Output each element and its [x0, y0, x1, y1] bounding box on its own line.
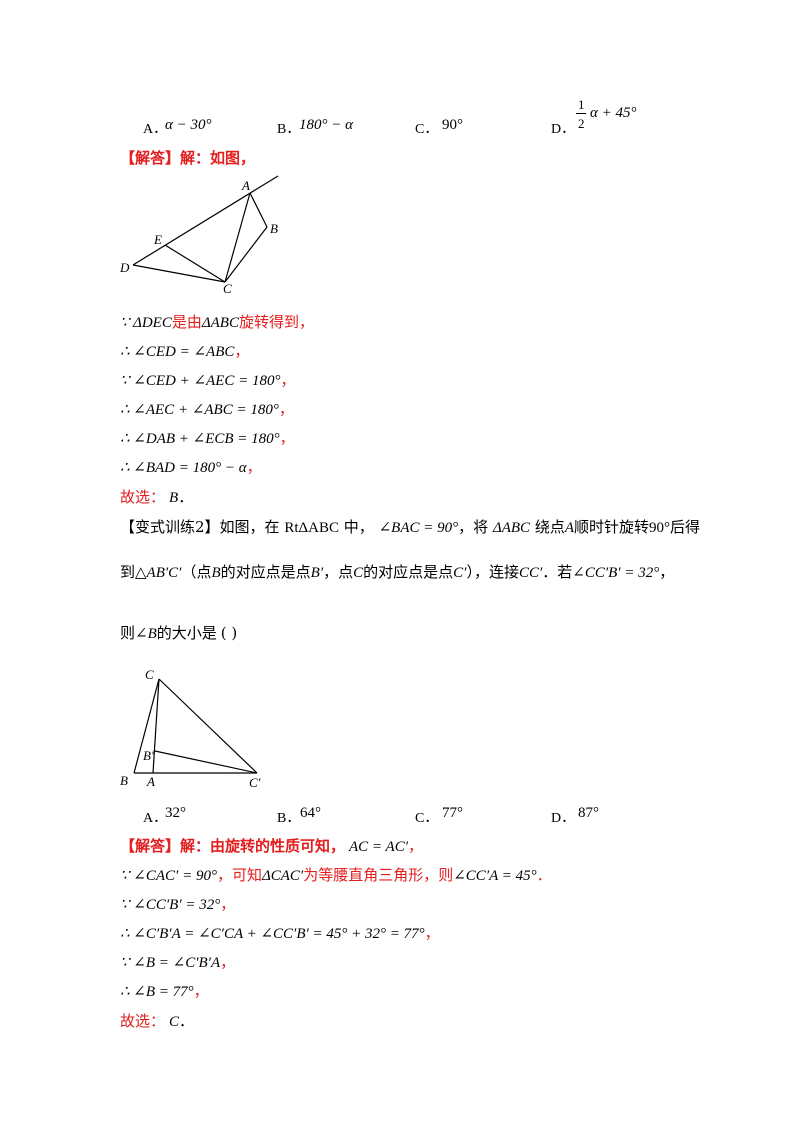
figure-2: C B′ B A C′	[120, 667, 261, 790]
q2-option-a-label: A．	[143, 811, 168, 826]
figure-1: A B C D E	[119, 175, 279, 295]
segment-ac	[224, 192, 251, 283]
sol2-line-6: ∴ ∠B = 77°，	[120, 982, 209, 1000]
sol2-line-2: ∵ ∠CAC′ = 90°，可知ΔCAC′为等腰直角三角形，则∠CC′A = 4…	[120, 866, 552, 884]
q2-line-1: 【变式训练2】如图，在 RtΔABC 中， ∠BAC = 90°，将 ΔABC …	[120, 518, 701, 536]
sol1-answer: 故选： B．	[120, 488, 194, 506]
q2-option-a-value: 32°	[165, 805, 186, 821]
q2-line-3: 则∠B的大小是( )	[120, 624, 238, 642]
q1-option-c-label: C．	[415, 122, 439, 137]
sol1-line-3: ∵ ∠CED + ∠AEC = 180°，	[120, 371, 296, 389]
sol2-line-4: ∴ ∠C′B′A = ∠C′CA + ∠CC′B′ = 45° + 32° = …	[120, 924, 440, 942]
fraction-bar	[576, 113, 586, 114]
sol2-answer: 故选： C．	[120, 1012, 195, 1030]
q1-option-d-value: α + 45°	[590, 105, 637, 121]
q2-option-d-value: 87°	[578, 805, 599, 821]
q1-option-d-frac-den: 2	[578, 116, 585, 131]
label-a: A	[241, 178, 250, 193]
sol1-line-4: ∴ ∠AEC + ∠ABC = 180°，	[120, 400, 294, 418]
line-da-extended	[132, 175, 279, 266]
segment-dc	[132, 264, 226, 283]
q2-option-d-label: D．	[551, 811, 576, 826]
sol2-header: 【解答】解：由旋转的性质可知， AC = AC′，	[120, 837, 423, 855]
segment-bc	[224, 226, 268, 283]
label-b-prime: B′	[143, 748, 154, 763]
q2-option-b-label: B．	[277, 811, 301, 826]
segment-ab	[249, 192, 268, 228]
q1-option-d-label: D．	[551, 122, 576, 137]
label-c: C	[223, 281, 232, 295]
label-b: B	[270, 221, 278, 236]
q1-option-d-frac-num: 1	[578, 97, 585, 112]
label-d: D	[119, 260, 130, 275]
sol1-line-1: ∵ ΔDEC是由ΔABC旋转得到，	[120, 313, 314, 331]
q2-option-c-label: C．	[415, 811, 439, 826]
solution1-header: 【解答】解：如图，	[120, 149, 256, 167]
sol2-line-3: ∵ ∠CC′B′ = 32°，	[120, 895, 236, 913]
segment-ec	[164, 244, 226, 283]
segment-ca	[152, 678, 160, 774]
q1-option-c-value: 90°	[442, 117, 463, 133]
sol1-line-5: ∴ ∠DAB + ∠ECB = 180°，	[120, 429, 295, 447]
segment-b-prime-c-prime	[154, 750, 258, 774]
q1-option-a-value: α − 30°	[165, 117, 212, 133]
sol1-line-2: ∴ ∠CED = ∠ABC，	[120, 342, 250, 360]
q2-option-b-value: 64°	[300, 805, 321, 821]
q2-line-2: 到△AB′C′（点B的对应点是点B′，点C的对应点是点C′），连接CC′．若∠C…	[120, 563, 675, 581]
label-c: C	[145, 667, 154, 682]
q1-option-b-label: B．	[277, 122, 301, 137]
sol1-line-6: ∴ ∠BAD = 180° − α，	[120, 458, 262, 476]
label-e: E	[153, 232, 162, 247]
q2-tag: 【变式训练2】	[120, 518, 220, 536]
label-b: B	[120, 773, 128, 788]
q2-option-c-value: 77°	[442, 805, 463, 821]
segment-cb	[133, 678, 160, 774]
sol2-line-5: ∵ ∠B = ∠C′B′A，	[120, 953, 236, 971]
q1-option-b-value: 180° − α	[299, 117, 353, 133]
label-a: A	[146, 774, 155, 789]
segment-cc-prime	[158, 678, 258, 774]
q1-option-a-label: A．	[143, 122, 168, 137]
label-c-prime: C′	[249, 775, 261, 790]
answer-blank: ( )	[220, 624, 238, 642]
